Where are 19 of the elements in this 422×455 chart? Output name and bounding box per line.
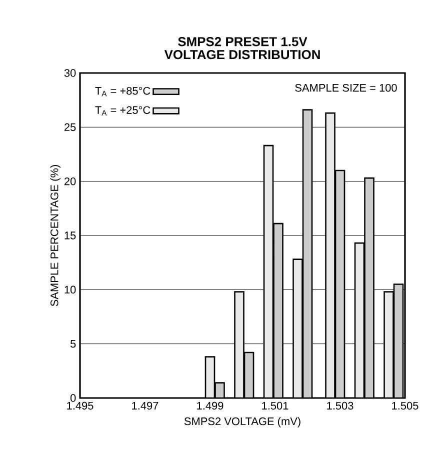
legend-label: T$_{A}$ = +25°C [95,106,150,116]
y-tick-label: 0 [70,394,76,402]
x-tick-label: 1.501 [262,402,288,410]
y-tick-label: 5 [70,340,76,348]
y-tick-label: 15 [64,232,76,240]
x-tick-label: 1.503 [326,402,354,410]
y-tick-label: 25 [64,123,76,132]
x-tick-label: 1.499 [196,402,224,410]
y-tick-label: 30 [64,69,76,77]
legend-label: T$_{A}$ = +85°C [95,86,150,96]
y-tick-label: 10 [64,286,76,294]
x-axis-title: SMPS2 VOLTAGE (mV) [184,417,300,428]
x-tick-label: 1.495 [66,402,94,410]
y-tick-label: 20 [64,177,76,186]
annotation: SAMPLE SIZE = 100 [294,84,397,92]
x-tick-label: 1.505 [392,402,418,410]
x-tick-label: 1.497 [132,402,158,410]
chart-title: SMPS2 PRESET 1.5V VOLTAGE DISTRIBUTION [164,37,320,60]
y-axis-title: SAMPLE PERCENTAGE (%) [50,165,60,306]
